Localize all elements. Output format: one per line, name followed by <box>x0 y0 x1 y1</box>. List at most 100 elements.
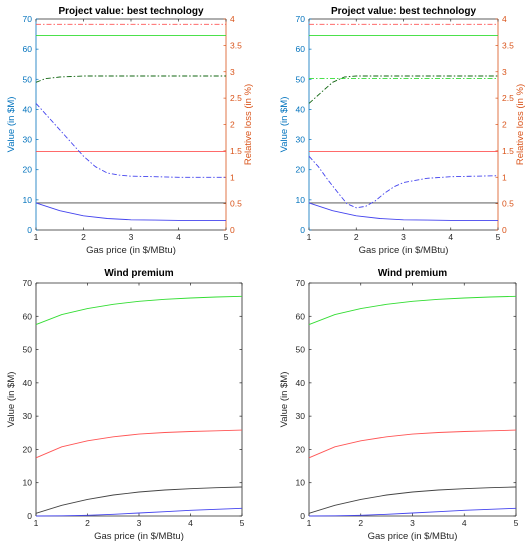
y2-tick-label: 4 <box>230 14 235 24</box>
chart-title: Wind premium <box>104 268 173 279</box>
y-tick-label: 0 <box>27 225 32 235</box>
chart-panel-top-left: 1 2 3 4 501020304050607000.511.522.533.54Pro… <box>6 6 254 256</box>
series-line-green-solid <box>35 295 243 326</box>
x-tick-label: 3 <box>137 518 142 528</box>
y2-axis-label: Relative loss (in %) <box>515 84 526 165</box>
series-line-blue-solid <box>308 507 517 517</box>
y-axis-label: Value (in $M) <box>6 372 17 428</box>
series-line-blue-dashdot <box>308 155 499 209</box>
series-line-blue-solid <box>308 202 498 221</box>
series-line-black-solid <box>35 486 243 514</box>
y-tick-label: 30 <box>23 411 33 421</box>
y-tick-label: 60 <box>296 44 306 54</box>
y2-tick-label: 2.5 <box>502 93 514 103</box>
x-tick-label: 5 <box>240 518 245 528</box>
x-tick-label: 1 <box>34 232 39 242</box>
chart-title: Project value: best technology <box>331 6 476 17</box>
x-tick-label: 2 <box>85 518 90 528</box>
x-tick-label: 4 <box>188 518 193 528</box>
x-tick-label: 2 <box>354 232 359 242</box>
x-tick-label: 2 <box>358 518 363 528</box>
y-tick-label: 70 <box>296 278 306 288</box>
y-tick-label: 70 <box>23 278 33 288</box>
x-tick-label: 4 <box>176 232 181 242</box>
y-tick-label: 50 <box>296 74 306 84</box>
x-tick-label: 3 <box>401 232 406 242</box>
y2-tick-label: 3 <box>502 67 507 77</box>
y2-tick-label: 0.5 <box>230 199 242 209</box>
x-tick-label: 2 <box>81 232 86 242</box>
x-axis-label: Gas price (in $/MBtu) <box>94 531 184 542</box>
y-tick-label: 20 <box>296 165 306 175</box>
y2-tick-label: 3.5 <box>230 40 242 50</box>
y-axis-label: Value (in $M) <box>6 97 17 153</box>
y2-tick-label: 0.5 <box>502 199 514 209</box>
series-line-black-solid <box>308 486 517 514</box>
chart-title: Project value: best technology <box>58 6 203 17</box>
x-tick-label: 5 <box>224 232 229 242</box>
x-axis-label: Gas price (in $/MBtu) <box>359 245 449 256</box>
y-tick-label: 40 <box>296 378 306 388</box>
x-tick-label: 4 <box>448 232 453 242</box>
y-tick-label: 30 <box>296 411 306 421</box>
y-tick-label: 40 <box>23 378 33 388</box>
y-axis-label: Value (in $M) <box>279 97 290 153</box>
y-tick-label: 70 <box>23 14 33 24</box>
y-tick-label: 20 <box>296 444 306 454</box>
y-tick-label: 10 <box>23 195 33 205</box>
y2-tick-label: 3.5 <box>502 40 514 50</box>
x-tick-label: 3 <box>410 518 415 528</box>
y-tick-label: 60 <box>296 311 306 321</box>
y-tick-label: 70 <box>296 14 306 24</box>
chart-title: Wind premium <box>378 268 447 279</box>
y-tick-label: 30 <box>23 135 33 145</box>
y2-tick-label: 3 <box>230 67 235 77</box>
y2-tick-label: 2 <box>230 120 235 130</box>
y-tick-label: 10 <box>296 195 306 205</box>
y2-tick-label: 1 <box>230 172 235 182</box>
y2-tick-label: 0 <box>230 225 235 235</box>
series-line-red-solid <box>35 429 243 459</box>
y2-tick-label: 1.5 <box>230 146 242 156</box>
y-axis-label: Value (in $M) <box>279 372 290 428</box>
y-tick-label: 20 <box>23 444 33 454</box>
y-tick-label: 60 <box>23 311 33 321</box>
y-tick-label: 50 <box>296 345 306 355</box>
y-tick-label: 50 <box>23 345 33 355</box>
series-line-blue-solid <box>35 507 243 517</box>
y2-tick-label: 1 <box>502 172 507 182</box>
y2-tick-label: 4 <box>502 14 507 24</box>
x-tick-label: 1 <box>307 518 312 528</box>
y-tick-label: 10 <box>296 478 306 488</box>
y2-tick-label: 2.5 <box>230 93 242 103</box>
series-line-blue-dashdot <box>35 103 226 178</box>
x-tick-label: 5 <box>496 232 501 242</box>
x-tick-label: 1 <box>34 518 39 528</box>
x-axis-label: Gas price (in $/MBtu) <box>86 245 176 256</box>
y-tick-label: 40 <box>296 104 306 114</box>
series-line-red-solid <box>308 429 517 459</box>
y-tick-label: 30 <box>296 135 306 145</box>
x-axis-label: Gas price (in $/MBtu) <box>368 531 458 542</box>
y-tick-label: 0 <box>300 225 305 235</box>
series-line-dark_green-dashdot <box>35 75 226 83</box>
y2-axis-label: Relative loss (in %) <box>243 84 254 165</box>
series-line-blue-solid <box>35 202 226 221</box>
y-tick-label: 60 <box>23 44 33 54</box>
y2-tick-label: 0 <box>502 225 507 235</box>
chart-panel-top-right: 1 2 3 4 501020304050607000.511.522.533.54Pro… <box>279 6 526 256</box>
y-tick-label: 0 <box>300 511 305 521</box>
y-tick-label: 50 <box>23 74 33 84</box>
y-tick-label: 20 <box>23 165 33 175</box>
x-tick-label: 5 <box>514 518 519 528</box>
y-tick-label: 10 <box>23 478 33 488</box>
y-tick-label: 40 <box>23 104 33 114</box>
x-tick-label: 4 <box>462 518 467 528</box>
x-tick-label: 3 <box>129 232 134 242</box>
series-line-dark_green-dashdot <box>308 75 498 104</box>
y2-tick-label: 1.5 <box>502 146 514 156</box>
y-tick-label: 0 <box>27 511 32 521</box>
